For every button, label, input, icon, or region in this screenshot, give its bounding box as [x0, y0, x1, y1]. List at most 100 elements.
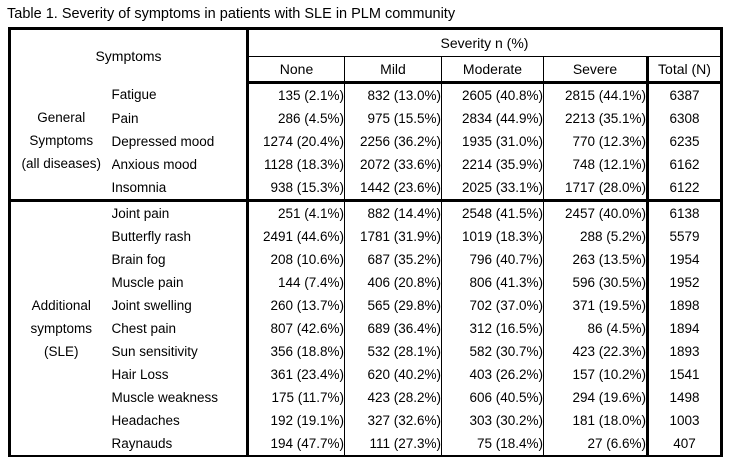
severe-value-cell: 1717 (28.0%) [543, 176, 648, 201]
mild-value-cell: 975 (15.5%) [344, 107, 442, 130]
moderate-value-cell: 312 (16.5%) [441, 317, 544, 340]
mild-value-cell: 423 (28.2%) [344, 386, 442, 409]
severe-value-cell: 294 (19.6%) [543, 386, 648, 409]
total-value-cell: 1954 [646, 248, 722, 271]
total-value-cell: 1003 [646, 409, 722, 432]
table-row: Anxious mood 1128 (18.3%) 2072 (33.6%) 2… [10, 153, 722, 176]
symptom-name-cell: Muscle pain [111, 275, 184, 290]
mild-value-cell: 882 (14.4%) [344, 199, 442, 225]
table-row: Sun sensitivity 356 (18.8%) 532 (28.1%) … [10, 340, 722, 363]
table-row: Butterfly rash 2491 (44.6%) 1781 (31.9%)… [10, 225, 722, 248]
severe-value-cell: 2213 (35.1%) [543, 107, 648, 130]
none-value-cell: 192 (19.1%) [246, 409, 345, 432]
moderate-value-cell: 606 (40.5%) [441, 386, 544, 409]
none-value-cell: 807 (42.6%) [246, 317, 345, 340]
symptom-name-cell: Fatigue [111, 87, 157, 103]
moderate-value-cell: 2214 (35.9%) [441, 153, 544, 176]
mild-value-cell: 406 (20.8%) [344, 271, 442, 294]
group-label-line: General [37, 110, 86, 126]
total-value-cell: 1898 [646, 294, 722, 317]
group-label-general: General Symptoms (all diseases) [10, 83, 112, 201]
table-row: Additional symptoms (SLE) Joint pain 251… [9, 199, 722, 457]
moderate-value-cell: 1019 (18.3%) [441, 225, 544, 248]
none-value-cell: 260 (13.7%) [246, 294, 345, 317]
moderate-value-cell: 2605 (40.8%) [441, 82, 544, 107]
symptom-name-cell: Brain fog [111, 252, 166, 267]
severe-value-cell: 596 (30.5%) [543, 271, 648, 294]
table-row: Headaches 192 (19.1%) 327 (32.6%) 303 (3… [10, 409, 722, 432]
column-header-none: None [246, 56, 345, 84]
none-value-cell: 1274 (20.4%) [246, 130, 345, 153]
mild-value-cell: 1781 (31.9%) [344, 225, 442, 248]
column-header-severe: Severe [543, 56, 648, 84]
column-header-total: Total (N) [646, 56, 722, 84]
total-value-cell: 6308 [646, 107, 722, 130]
none-value-cell: 2491 (44.6%) [246, 225, 345, 248]
total-value-cell: 1894 [646, 317, 722, 340]
total-value-cell: 5579 [646, 225, 722, 248]
none-value-cell: 938 (15.3%) [246, 176, 345, 201]
none-value-cell: 175 (11.7%) [246, 386, 345, 409]
table-row: Depressed mood 1274 (20.4%) 2256 (36.2%)… [10, 130, 722, 153]
mild-value-cell: 687 (35.2%) [344, 248, 442, 271]
total-value-cell: 1498 [646, 386, 722, 409]
group-label-line: symptoms [30, 321, 92, 336]
severe-value-cell: 181 (18.0%) [543, 409, 648, 432]
symptom-name-cell: Joint pain [111, 199, 248, 225]
symptom-name-cell: Hair Loss [111, 367, 169, 382]
table-row: General Symptoms (all diseases) Fatigue … [10, 82, 722, 171]
symptom-name-cell: Chest pain [111, 321, 177, 336]
symptom-name-cell: Anxious mood [111, 157, 198, 172]
severe-value-cell: 423 (22.3%) [543, 340, 648, 363]
table-row: Muscle weakness 175 (11.7%) 423 (28.2%) … [10, 386, 722, 409]
symptom-name-cell: Muscle weakness [111, 390, 219, 405]
table-row: Chest pain 807 (42.6%) 689 (36.4%) 312 (… [10, 317, 722, 340]
table-caption: Table 1. Severity of symptoms in patient… [7, 6, 456, 22]
severe-value-cell: 371 (19.5%) [543, 294, 648, 317]
severe-value-cell: 27 (6.6%) [543, 432, 648, 457]
severe-value-cell: 263 (13.5%) [543, 248, 648, 271]
table-row: Joint swelling 260 (13.7%) 565 (29.8%) 7… [10, 294, 722, 317]
mild-value-cell: 327 (32.6%) [344, 409, 442, 432]
mild-value-cell: 620 (40.2%) [344, 363, 442, 386]
mild-value-cell: 111 (27.3%) [344, 432, 442, 457]
group-label-sle: Additional symptoms (SLE) [9, 199, 112, 457]
severity-header-cell: Severity n (%) [246, 28, 722, 57]
total-value-cell: 1541 [646, 363, 722, 386]
none-value-cell: 356 (18.8%) [246, 340, 345, 363]
moderate-value-cell: 2025 (33.1%) [441, 176, 544, 201]
severe-value-cell: 770 (12.3%) [543, 130, 648, 153]
severe-value-cell: 86 (4.5%) [543, 317, 648, 340]
mild-value-cell: 689 (36.4%) [344, 317, 442, 340]
symptom-name-cell: Headaches [111, 413, 180, 428]
symptom-name-cell: Pain [111, 111, 139, 126]
table-row: Brain fog 208 (10.6%) 687 (35.2%) 796 (4… [10, 248, 722, 271]
moderate-value-cell: 796 (40.7%) [441, 248, 544, 271]
symptoms-header-cell: Symptoms [95, 48, 162, 65]
symptom-name-cell: Insomnia [111, 180, 167, 195]
header-row-severity: Symptoms Severity n (%) [10, 28, 722, 64]
group-label-line: (all diseases) [21, 156, 102, 172]
moderate-value-cell: 2834 (44.9%) [441, 107, 544, 130]
moderate-value-cell: 303 (30.2%) [441, 409, 544, 432]
moderate-value-cell: 1935 (31.0%) [441, 130, 544, 153]
header-row-columns: None Mild Moderate Severe Total (N) [10, 56, 722, 84]
total-value-cell: 6387 [646, 82, 722, 107]
total-value-cell: 1952 [646, 271, 722, 294]
symptom-name-cell: Joint swelling [111, 298, 192, 313]
total-value-cell: 6235 [646, 130, 722, 153]
none-value-cell: 194 (47.7%) [246, 432, 345, 457]
none-value-cell: 361 (23.4%) [246, 363, 345, 386]
mild-value-cell: 2072 (33.6%) [344, 153, 442, 176]
symptom-name-cell: Depressed mood [111, 134, 215, 149]
table-row: Raynauds 194 (47.7%) 111 (27.3%) 75 (18.… [10, 432, 722, 457]
total-value-cell: 6162 [646, 153, 722, 176]
mild-value-cell: 565 (29.8%) [344, 294, 442, 317]
mild-value-cell: 532 (28.1%) [344, 340, 442, 363]
none-value-cell: 1128 (18.3%) [246, 153, 345, 176]
total-value-cell: 6138 [646, 199, 722, 225]
mild-value-cell: 1442 (23.6%) [344, 176, 442, 201]
symptom-name-cell: Butterfly rash [111, 229, 192, 244]
severe-value-cell: 157 (10.2%) [543, 363, 648, 386]
